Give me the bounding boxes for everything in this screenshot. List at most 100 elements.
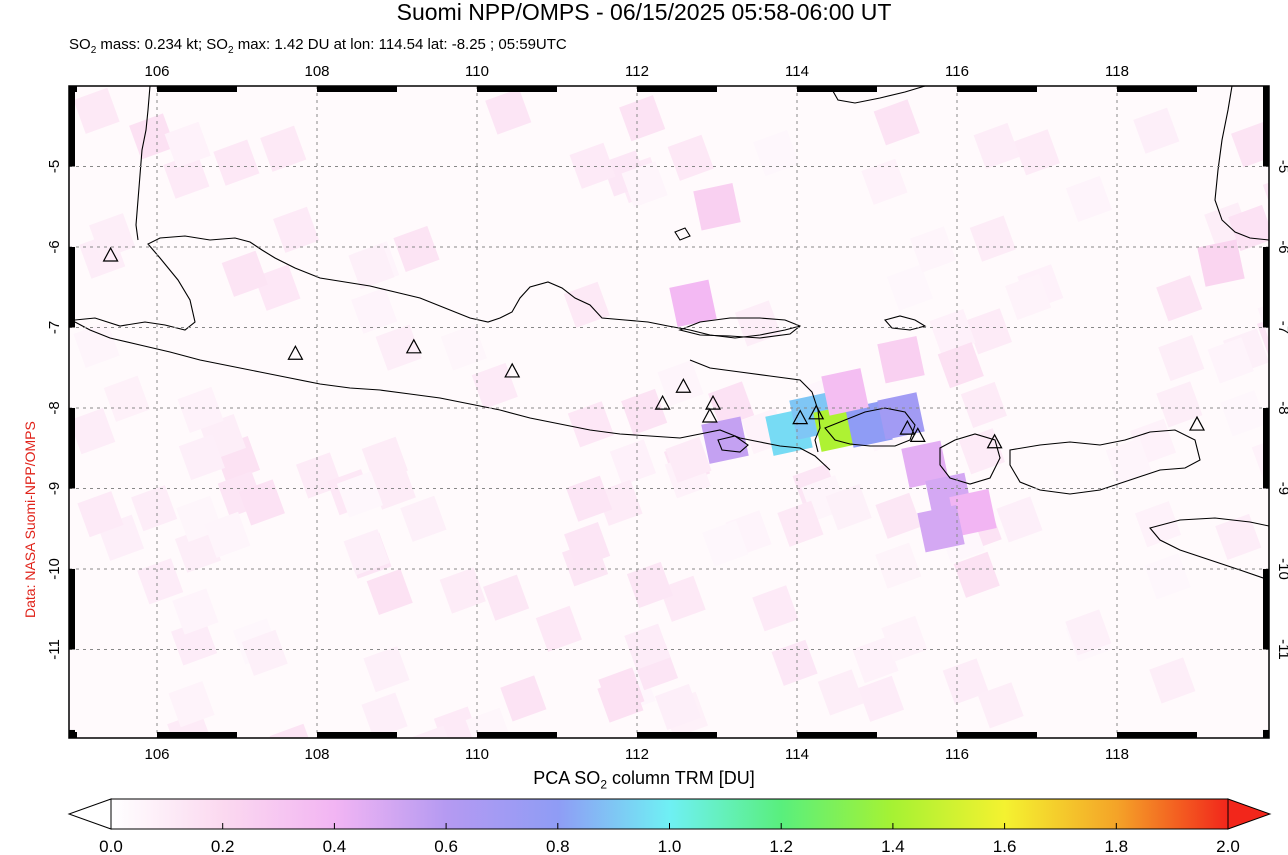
lon-tick-label-bottom: 106 — [144, 746, 169, 763]
speckle-pixel — [439, 567, 486, 614]
volcano-icon — [899, 419, 916, 435]
speckle-pixel — [1156, 275, 1203, 322]
chart-subtitle: SO2 mass: 0.234 kt; SO2 max: 1.42 DU at … — [69, 36, 567, 56]
speckle-pixel — [567, 401, 614, 448]
speckle-pixel — [624, 623, 671, 670]
so2-pixel-layer — [669, 183, 1245, 553]
speckle-pixel — [168, 681, 215, 728]
speckle-pixel — [929, 308, 976, 356]
speckle-pixel — [953, 551, 1000, 598]
speckle-pixel — [177, 386, 224, 434]
frame-bar-left — [69, 86, 75, 167]
lat-tick-label-left: -7 — [46, 321, 63, 334]
speckle-pixel — [619, 95, 666, 142]
colorbar-title: PCA SO2 column TRM [DU] — [0, 768, 1288, 792]
so2-pixel — [669, 279, 717, 328]
frame-bar-right — [1263, 246, 1269, 328]
lat-tick-label-right: -11 — [1275, 639, 1288, 660]
speckle-pixel — [1013, 129, 1060, 176]
speckle-pixel — [238, 479, 285, 526]
volcano-icon — [792, 409, 809, 425]
speckle-pixel — [1215, 513, 1262, 560]
lat-tick-label-right: -5 — [1275, 160, 1288, 173]
frame-bar-bottom — [1117, 732, 1197, 738]
so2-pixel — [821, 368, 869, 416]
coast-nusa-penida — [717, 435, 749, 453]
speckle-pixel — [596, 479, 643, 526]
coast-sulawesi — [1214, 86, 1269, 241]
background-speckle — [69, 87, 1269, 738]
speckle-pixel — [375, 324, 422, 371]
coast-kalimantan-west — [135, 86, 151, 241]
speckle-pixel — [535, 605, 582, 652]
lat-tick-label-left: -10 — [46, 558, 63, 580]
speckle-pixel — [1065, 609, 1112, 656]
lat-tick-label-left: -8 — [46, 401, 63, 414]
speckle-pixel — [172, 588, 219, 635]
lat-tick-label-right: -9 — [1275, 482, 1288, 495]
speckle-pixel — [665, 436, 712, 483]
map-frame — [68, 85, 1270, 739]
lon-tick-label-top: 108 — [304, 63, 329, 80]
speckle-pixel — [654, 683, 702, 731]
speckle-pixel — [163, 152, 210, 199]
lon-tick-label-top: 106 — [144, 63, 169, 80]
frame-bar-bottom — [317, 732, 397, 738]
lat-tick-label-left: -11 — [46, 639, 63, 660]
speckle-pixel — [73, 321, 120, 368]
subtitle-sub: 2 — [90, 45, 97, 56]
lon-tick-label-bottom: 114 — [785, 746, 809, 763]
frame-bar-right — [1263, 86, 1269, 167]
coast-madura — [678, 317, 802, 339]
lon-tick-label-bottom: 118 — [1105, 746, 1129, 763]
speckle-pixel — [734, 300, 782, 347]
volcano-icon — [1188, 415, 1206, 431]
speckle-pixel — [777, 500, 824, 547]
speckle-pixel — [485, 88, 532, 135]
so2-pixel — [877, 335, 925, 384]
chart-title: Suomi NPP/OMPS - 06/15/2025 05:58-06:00 … — [396, 0, 892, 25]
coast-sumba — [1149, 517, 1269, 581]
speckle-pixel — [273, 206, 320, 253]
lat-tick-label-left: -9 — [46, 482, 63, 495]
colorbar-tick-label: 2.0 — [1216, 837, 1240, 855]
colorbar-tick-label: 1.8 — [1104, 837, 1128, 855]
speckle-pixel — [667, 134, 714, 181]
frame-bar-top — [637, 86, 717, 92]
so2-pixel — [693, 183, 741, 231]
speckle-pixel — [1156, 381, 1203, 428]
frame-bar-bottom — [797, 732, 877, 738]
frame-bar-bottom — [637, 732, 717, 738]
frame-bar-right — [1263, 407, 1269, 489]
speckle-pixel — [626, 561, 674, 608]
frame-bar-left — [69, 246, 75, 328]
speckle-pixel — [204, 511, 251, 558]
speckle-pixel — [825, 484, 872, 531]
speckle-pixel — [1149, 657, 1196, 704]
speckle-pixel — [343, 529, 390, 576]
lon-tick-label-top: 112 — [625, 63, 649, 80]
volcano-icon — [654, 394, 671, 410]
speckle-pixel — [563, 281, 610, 328]
speckle-pixel — [910, 226, 957, 273]
so2-pixel — [1197, 239, 1245, 287]
speckle-pixel — [171, 619, 218, 666]
volcano-icon — [405, 338, 422, 354]
lon-tick-label-bottom: 116 — [945, 746, 969, 763]
colorbar-tick-label: 1.0 — [658, 837, 682, 855]
subtitle-suffix: max: 1.42 DU at lon: 114.54 lat: -8.25 ;… — [233, 36, 567, 53]
lat-tick-label-left: -6 — [46, 240, 63, 253]
lon-tick-label-bottom: 112 — [625, 746, 649, 763]
speckle-pixel — [336, 471, 384, 518]
speckle-pixel — [213, 139, 260, 186]
volcano-layer — [102, 246, 1206, 449]
speckle-pixel — [73, 87, 120, 134]
speckle-pixel — [659, 575, 706, 622]
speckle-pixel — [597, 676, 644, 723]
speckle-pixel — [363, 646, 410, 693]
speckle-pixel — [702, 520, 749, 567]
coast-kalimantan-south — [829, 86, 926, 104]
volcano-icon — [808, 404, 825, 420]
frame-bar-top — [797, 86, 877, 92]
frame-bar-right — [1263, 568, 1269, 650]
